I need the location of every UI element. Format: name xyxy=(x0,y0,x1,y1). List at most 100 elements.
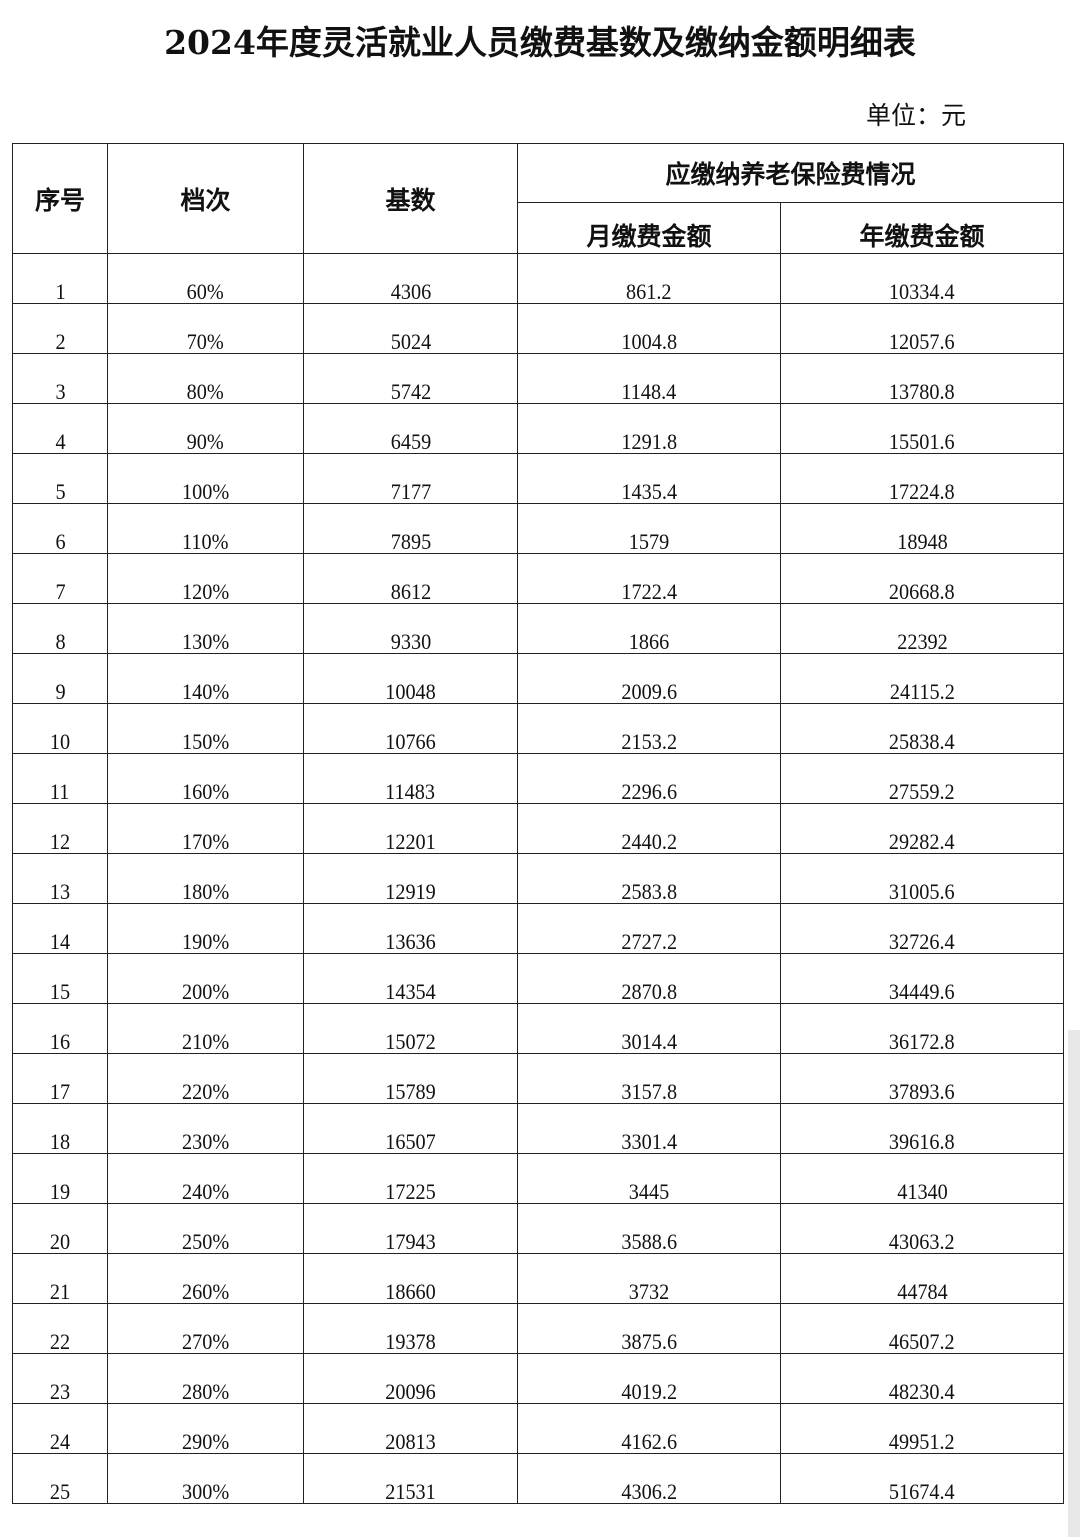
cell-tier-text: 200% xyxy=(181,979,230,1004)
cell-monthly: 1291.8 xyxy=(517,403,781,454)
table-row: 20 250% 17943 3588.6 43063.2 xyxy=(12,1203,1065,1254)
header-annual: 年缴费金额 xyxy=(779,202,1065,254)
cell-tier: 80% xyxy=(107,353,304,404)
cell-base-text: 15072 xyxy=(385,1029,436,1054)
cell-index: 7 xyxy=(12,553,108,604)
cell-base: 5024 xyxy=(303,303,518,354)
cell-tier: 270% xyxy=(107,1303,304,1354)
cell-annual: 13780.8 xyxy=(779,353,1065,404)
cell-base: 18660 xyxy=(303,1253,518,1304)
cell-index: 23 xyxy=(12,1353,108,1404)
cell-tier-text: 240% xyxy=(181,1179,230,1204)
cell-annual: 46507.2 xyxy=(779,1303,1065,1354)
cell-monthly-text: 3588.6 xyxy=(621,1229,677,1254)
cell-tier-text: 80% xyxy=(186,379,225,404)
cell-tier-text: 180% xyxy=(181,879,230,904)
table-row: 11 160% 11483 2296.6 27559.2 xyxy=(12,753,1065,804)
cell-annual: 24115.2 xyxy=(779,653,1065,704)
cell-base: 12201 xyxy=(303,803,518,854)
cell-base: 9330 xyxy=(303,603,518,654)
cell-annual-text: 12057.6 xyxy=(889,329,955,354)
cell-annual: 36172.8 xyxy=(779,1003,1065,1054)
header-base: 基数 xyxy=(303,143,518,254)
cell-base-text: 12201 xyxy=(385,829,436,854)
cell-index: 24 xyxy=(12,1403,108,1454)
cell-tier: 280% xyxy=(107,1353,304,1404)
cell-annual-text: 29282.4 xyxy=(889,829,955,854)
cell-monthly-text: 4162.6 xyxy=(621,1429,677,1454)
table-row: 24 290% 20813 4162.6 49951.2 xyxy=(12,1403,1065,1454)
cell-annual-text: 51674.4 xyxy=(889,1479,955,1504)
cell-index: 4 xyxy=(12,403,108,454)
cell-index: 9 xyxy=(12,653,108,704)
cell-monthly: 1579 xyxy=(517,503,781,554)
cell-base-text: 17225 xyxy=(385,1179,436,1204)
cell-base-text: 18660 xyxy=(385,1279,436,1304)
cell-index-text: 4 xyxy=(54,429,66,454)
cell-base: 4306 xyxy=(303,253,518,304)
cell-annual: 29282.4 xyxy=(779,803,1065,854)
cell-index-text: 11 xyxy=(50,779,70,804)
cell-annual-text: 36172.8 xyxy=(889,1029,955,1054)
cell-monthly: 2009.6 xyxy=(517,653,781,704)
cell-index: 2 xyxy=(12,303,108,354)
cell-index-text: 6 xyxy=(54,529,66,554)
cell-annual: 17224.8 xyxy=(779,453,1065,504)
table-row: 6 110% 7895 1579 18948 xyxy=(12,503,1065,554)
cell-monthly-text: 3014.4 xyxy=(621,1029,677,1054)
cell-tier-text: 90% xyxy=(186,429,225,454)
cell-index-text: 19 xyxy=(49,1179,71,1204)
table-row: 8 130% 9330 1866 22392 xyxy=(12,603,1065,654)
cell-monthly: 3875.6 xyxy=(517,1303,781,1354)
table-row: 23 280% 20096 4019.2 48230.4 xyxy=(12,1353,1065,1404)
header-index: 序号 xyxy=(12,143,108,254)
unit-label: 单位：元 xyxy=(866,101,967,130)
cell-annual: 32726.4 xyxy=(779,903,1065,954)
cell-base: 13636 xyxy=(303,903,518,954)
cell-base: 11483 xyxy=(303,753,518,804)
cell-tier-text: 250% xyxy=(181,1229,230,1254)
cell-annual-text: 10334.4 xyxy=(889,279,955,304)
cell-annual: 25838.4 xyxy=(779,703,1065,754)
cell-tier: 100% xyxy=(107,453,304,504)
cell-index-text: 22 xyxy=(49,1329,71,1354)
cell-base-text: 9330 xyxy=(390,629,431,654)
cell-annual-text: 37893.6 xyxy=(889,1079,955,1104)
cell-annual: 37893.6 xyxy=(779,1053,1065,1104)
cell-index-text: 10 xyxy=(49,729,71,754)
cell-tier: 130% xyxy=(107,603,304,654)
cell-monthly: 3301.4 xyxy=(517,1103,781,1154)
cell-base-text: 7177 xyxy=(390,479,431,504)
cell-annual: 51674.4 xyxy=(779,1453,1065,1504)
cell-base-text: 20813 xyxy=(385,1429,436,1454)
cell-annual-text: 25838.4 xyxy=(889,729,955,754)
cell-index-text: 3 xyxy=(54,379,66,404)
cell-base: 20813 xyxy=(303,1403,518,1454)
table-row: 2 70% 5024 1004.8 12057.6 xyxy=(12,303,1065,354)
cell-annual: 44784 xyxy=(779,1253,1065,1304)
cell-annual: 12057.6 xyxy=(779,303,1065,354)
cell-index-text: 16 xyxy=(49,1029,71,1054)
cell-annual-text: 46507.2 xyxy=(889,1329,955,1354)
cell-annual-text: 20668.8 xyxy=(889,579,955,604)
cell-base-text: 19378 xyxy=(385,1329,436,1354)
cell-tier: 160% xyxy=(107,753,304,804)
contribution-table: 序号 档次 基数 应缴纳养老保险费情况 月缴费金额 年缴费金额 1 60% 4306… xyxy=(12,143,1065,1504)
cell-index: 22 xyxy=(12,1303,108,1354)
cell-tier-text: 150% xyxy=(181,729,230,754)
cell-index: 13 xyxy=(12,853,108,904)
cell-base: 10766 xyxy=(303,703,518,754)
cell-index-text: 17 xyxy=(49,1079,71,1104)
cell-monthly: 2583.8 xyxy=(517,853,781,904)
cell-monthly: 4306.2 xyxy=(517,1453,781,1504)
cell-index: 1 xyxy=(12,253,108,304)
cell-index-text: 1 xyxy=(54,279,66,304)
table-row: 4 90% 6459 1291.8 15501.6 xyxy=(12,403,1065,454)
cell-tier-text: 230% xyxy=(181,1129,230,1154)
cell-index-text: 5 xyxy=(54,479,66,504)
cell-tier: 250% xyxy=(107,1203,304,1254)
cell-annual-text: 15501.6 xyxy=(889,429,955,454)
cell-monthly-text: 1866 xyxy=(628,629,670,654)
cell-annual-text: 49951.2 xyxy=(889,1429,955,1454)
header-tier: 档次 xyxy=(107,143,304,254)
